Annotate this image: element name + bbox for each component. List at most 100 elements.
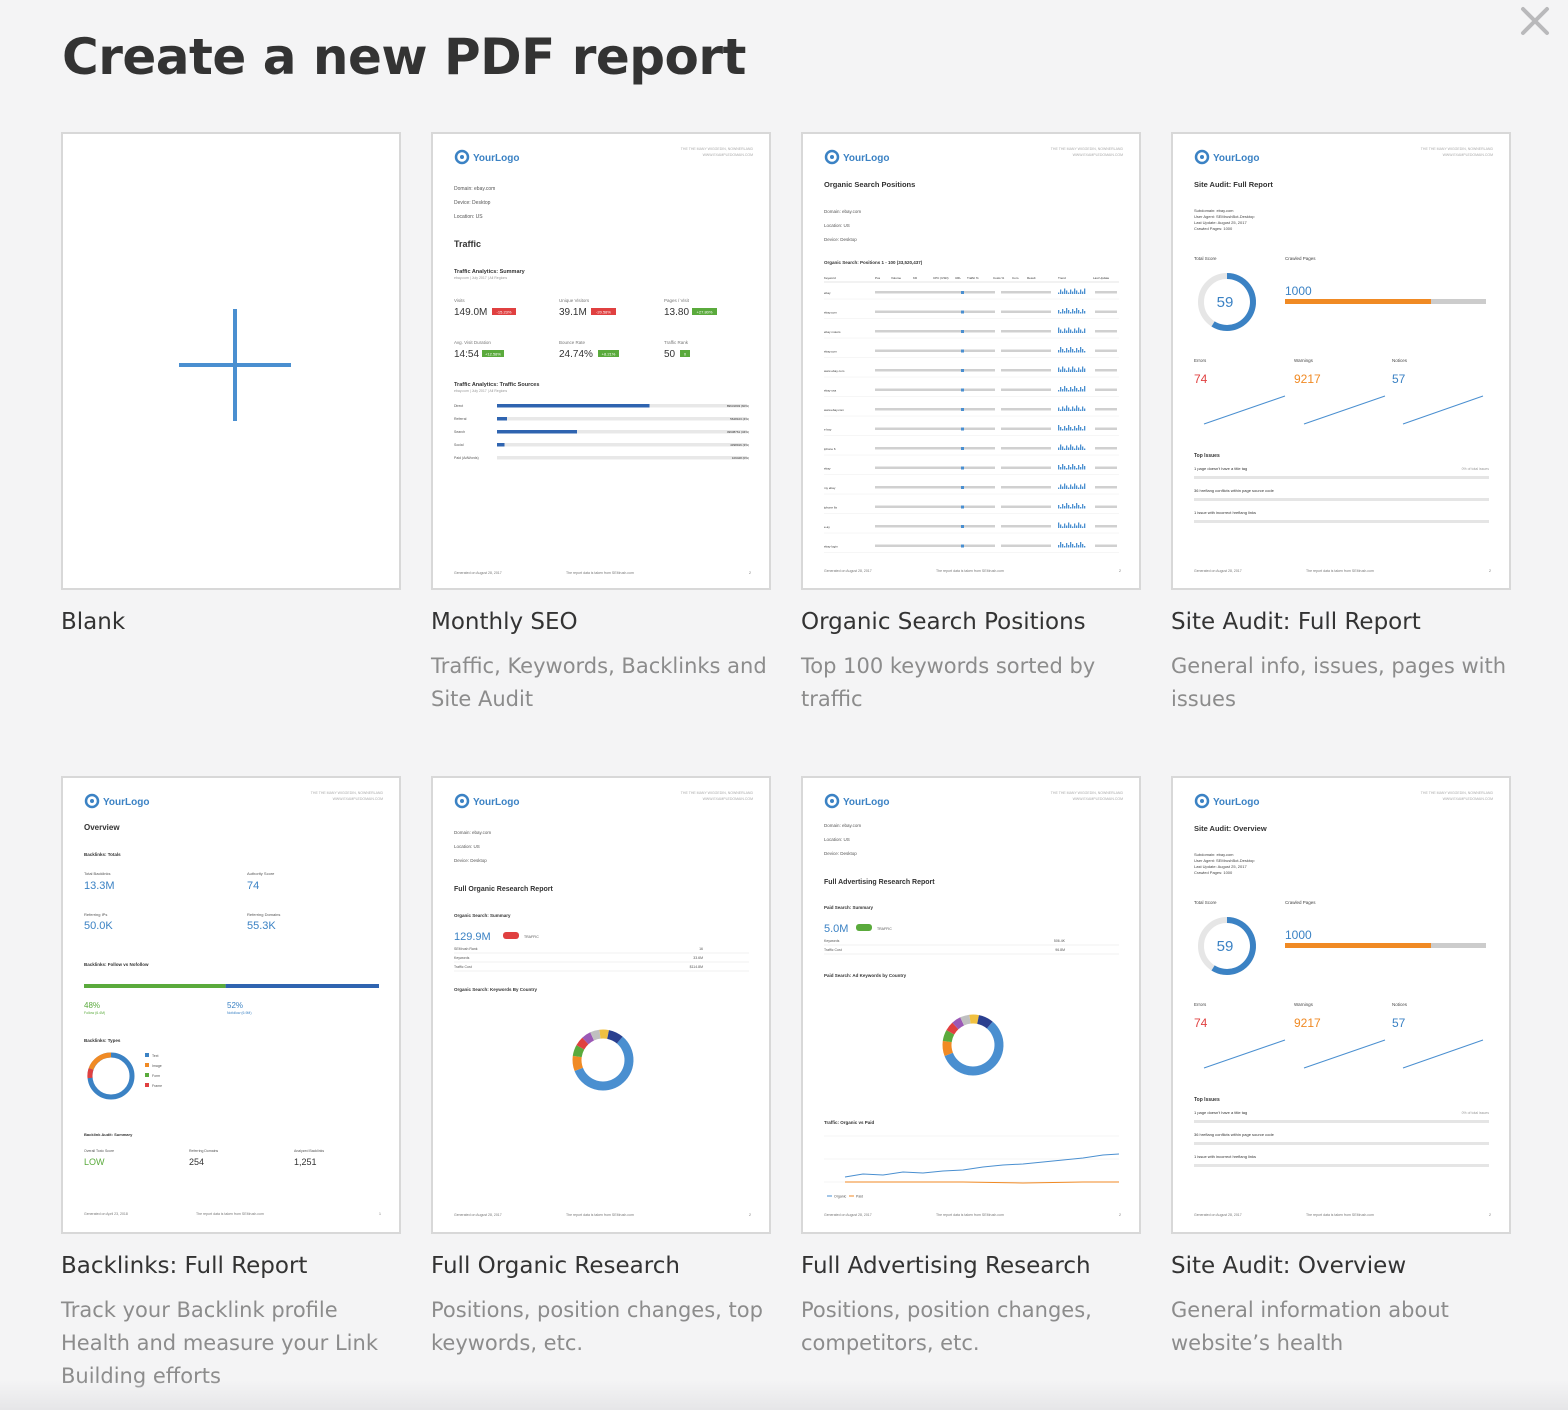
donut-segment bbox=[572, 1055, 584, 1071]
trend-bar bbox=[1080, 387, 1082, 392]
device-text: Device: Desktop bbox=[824, 851, 857, 856]
trend-bar bbox=[1072, 446, 1074, 450]
full-organic-preview: YourLogo THE THE MANY WIGGEDIN, NOWNERLA… bbox=[454, 791, 753, 1217]
trend-bar bbox=[1080, 427, 1082, 431]
paid-keywords-tag: TRAFFIC bbox=[877, 927, 892, 931]
issue-text: 1 page doesn't have a title tag bbox=[1194, 1110, 1247, 1115]
trend-bar bbox=[1072, 331, 1074, 333]
url-link-icon bbox=[961, 505, 964, 509]
trend-bar bbox=[1060, 444, 1062, 450]
trend-bar bbox=[1068, 545, 1070, 548]
trend-bar bbox=[1068, 487, 1070, 489]
donut-segment bbox=[944, 1021, 1004, 1076]
delta-text: +12.58% bbox=[485, 352, 501, 357]
trend-bar bbox=[1068, 522, 1070, 528]
template-card-monthly-seo[interactable]: YourLogo THE THE MANY WIGGEDIN, NOWNERLA… bbox=[431, 132, 771, 716]
template-description: General information about website’s heal… bbox=[1171, 1298, 1449, 1355]
footer-page: 2 bbox=[1119, 569, 1121, 573]
issue-text: 1 issue with incorrect hreflang links bbox=[1194, 510, 1256, 515]
nofollow-pct: 52% bbox=[227, 1001, 243, 1010]
trend-bar bbox=[1058, 350, 1060, 353]
trend-bar bbox=[1060, 542, 1062, 548]
metric-label: Traffic Cost bbox=[824, 948, 842, 952]
url-link-icon bbox=[961, 388, 964, 392]
trend-bar bbox=[1074, 483, 1076, 489]
template-card-organic-search-positions[interactable]: YourLogo THE THE MANY WIGGEDIN, NOWNERLA… bbox=[801, 132, 1141, 716]
crawled-bar-rest bbox=[1431, 299, 1486, 304]
row-data-bar bbox=[875, 505, 995, 508]
column-header: Costs % bbox=[993, 276, 1005, 280]
trend-bar bbox=[1060, 329, 1062, 333]
trend-bar bbox=[1082, 486, 1084, 489]
template-card-full-organic-research[interactable]: YourLogo THE THE MANY WIGGEDIN, NOWNERLA… bbox=[431, 776, 771, 1360]
location-text: Location: US bbox=[454, 214, 483, 220]
template-card-site-audit-overview[interactable]: YourLogo THE THE MANY WIGGEDIN, NOWNERLA… bbox=[1171, 776, 1511, 1360]
metric-value: 74 bbox=[247, 880, 259, 892]
trend-bar bbox=[1076, 445, 1078, 450]
trend-bar bbox=[1068, 390, 1070, 392]
trend-bar bbox=[1070, 329, 1072, 333]
header-line: THE THE MANY WIGGEDIN, NOWNERLAND bbox=[1051, 791, 1124, 795]
template-card-blank[interactable]: Blank bbox=[61, 132, 401, 650]
trend-bar bbox=[1066, 388, 1068, 392]
template-card-full-advertising-research[interactable]: YourLogo THE THE MANY WIGGEDIN, NOWNERLA… bbox=[801, 776, 1141, 1360]
logo-text: YourLogo bbox=[843, 797, 889, 808]
trend-bar bbox=[1062, 446, 1064, 450]
score-label: Total Score bbox=[1194, 900, 1217, 905]
summary-sub: ebay.com | July 2017 | All Regions bbox=[454, 276, 507, 280]
donut-segment bbox=[942, 1040, 954, 1056]
trend-bar bbox=[1074, 351, 1076, 353]
metric-value: 50.0K bbox=[84, 920, 113, 932]
trend-bar bbox=[1066, 445, 1068, 450]
trend-bar bbox=[1066, 428, 1068, 431]
notices-label: Notices bbox=[1392, 358, 1408, 363]
logo-icon bbox=[1194, 149, 1210, 165]
trend-bar bbox=[1084, 523, 1086, 528]
template-card-backlinks-full[interactable]: YourLogo THE THE MANY WIGGEDIN, NOWNERLA… bbox=[61, 776, 401, 1393]
trend-bar bbox=[1064, 546, 1066, 548]
close-button[interactable] bbox=[1518, 4, 1552, 38]
template-description: Traffic, Keywords, Backlinks and Site Au… bbox=[431, 654, 767, 711]
legend-swatch bbox=[145, 1053, 149, 1057]
follow-segment bbox=[84, 984, 226, 988]
trend-bar bbox=[1082, 291, 1084, 294]
metric-value: 254 bbox=[189, 1157, 204, 1167]
trend-bar bbox=[1058, 465, 1060, 470]
trend-bar bbox=[1064, 466, 1066, 470]
metric-label: Pages / Visit bbox=[664, 298, 690, 303]
trend-bar bbox=[1062, 291, 1064, 294]
keyword-cell: www.ebay.com bbox=[824, 408, 844, 412]
trend-lines bbox=[1203, 1039, 1484, 1069]
keyword-cell: ebay.com bbox=[824, 350, 837, 354]
logo-text: YourLogo bbox=[843, 153, 889, 164]
summary-label: Paid Search: Summary bbox=[824, 905, 874, 910]
trend-bar bbox=[1060, 467, 1062, 470]
donut-segment bbox=[942, 1030, 955, 1043]
trend-bar bbox=[1076, 525, 1078, 528]
trend-bar bbox=[1082, 544, 1084, 548]
trend-bar bbox=[1068, 327, 1070, 333]
trend-bar bbox=[1068, 465, 1070, 470]
row-data-bar bbox=[1001, 447, 1051, 450]
donut-segment bbox=[574, 1036, 634, 1091]
audit-meta: Last Update: August 25, 2017 bbox=[1194, 220, 1247, 225]
header-line: WWW.EXAMPLEDOMAIN.COM bbox=[1073, 797, 1123, 801]
trend-bar bbox=[1058, 407, 1060, 411]
section-title: Full Organic Research Report bbox=[454, 886, 553, 893]
template-thumbnail: YourLogo THE THE MANY WIGGEDIN, NOWNERLA… bbox=[801, 132, 1141, 590]
metric-value: 13.80 bbox=[664, 307, 689, 318]
notices-value: 57 bbox=[1392, 1016, 1406, 1030]
warnings-value: 9217 bbox=[1294, 372, 1321, 386]
row-data-bar bbox=[1095, 408, 1117, 411]
trend-bar bbox=[1064, 386, 1066, 392]
footer-page: 2 bbox=[749, 571, 751, 575]
row-data-bar bbox=[875, 466, 995, 469]
issue-text: 36 hreflang conflicts within page source… bbox=[1194, 488, 1275, 493]
row-data-bar bbox=[1001, 330, 1051, 333]
trend-bar bbox=[1084, 386, 1086, 392]
row-data-bar bbox=[1001, 310, 1051, 313]
template-card-site-audit-full[interactable]: YourLogo THE THE MANY WIGGEDIN, NOWNERLA… bbox=[1171, 132, 1511, 716]
trend-bar bbox=[1058, 545, 1060, 548]
top-issues-label: Top Issues bbox=[1194, 453, 1220, 459]
source-label: Social bbox=[454, 443, 464, 447]
